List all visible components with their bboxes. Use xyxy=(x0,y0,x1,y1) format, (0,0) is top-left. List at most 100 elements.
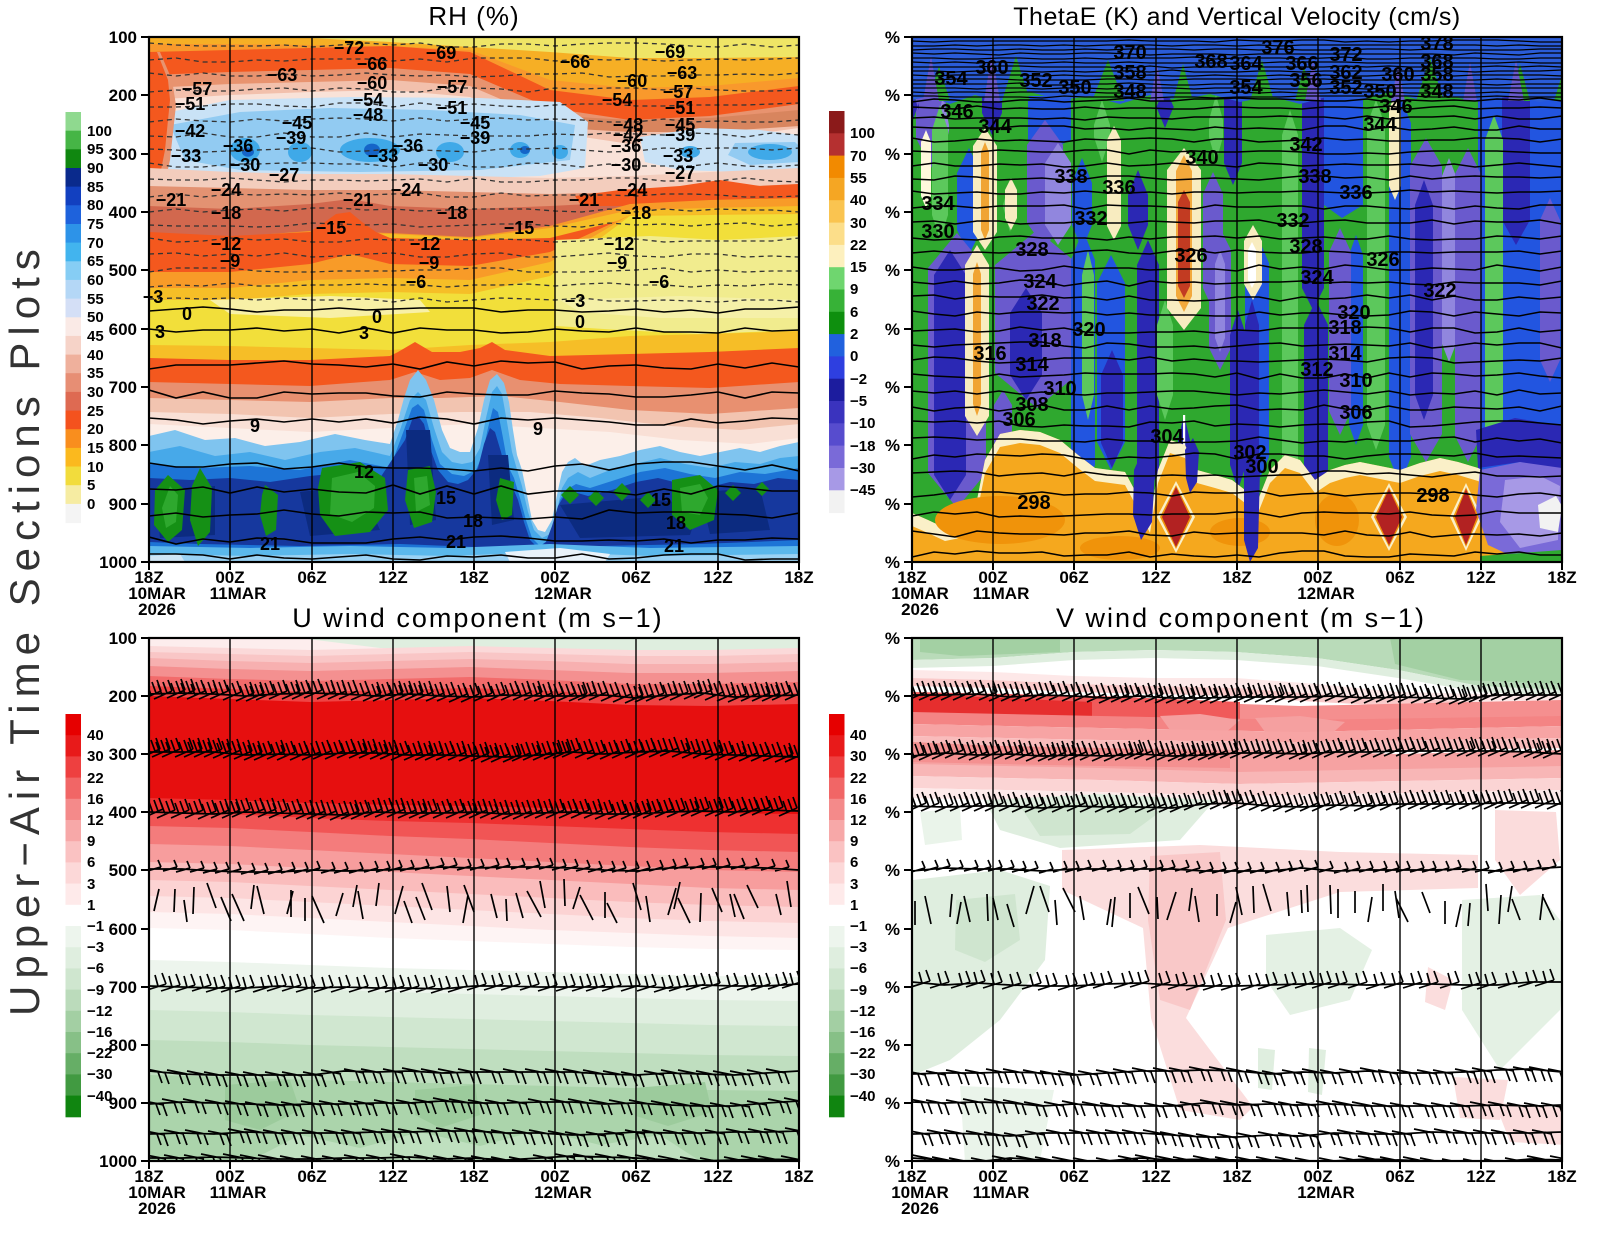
svg-text:356: 356 xyxy=(1289,70,1322,92)
svg-text:352: 352 xyxy=(1329,77,1362,99)
svg-text:−9: −9 xyxy=(87,982,104,999)
svg-text:−36: −36 xyxy=(223,136,254,156)
svg-text:−40: −40 xyxy=(850,1088,875,1105)
svg-text:−21: −21 xyxy=(343,190,374,210)
svg-text:00Z: 00Z xyxy=(1303,568,1332,587)
svg-text:354: 354 xyxy=(934,68,968,90)
svg-text:00Z: 00Z xyxy=(540,1167,569,1186)
svg-text:40: 40 xyxy=(87,727,104,744)
svg-text:%: % xyxy=(885,86,900,105)
svg-text:362: 362 xyxy=(1329,62,1362,84)
svg-text:−69: −69 xyxy=(655,42,686,62)
svg-text:−51: −51 xyxy=(665,98,696,118)
svg-text:40: 40 xyxy=(850,192,867,209)
svg-text:12: 12 xyxy=(354,462,374,482)
svg-text:12: 12 xyxy=(87,812,104,829)
svg-text:332: 332 xyxy=(1276,210,1309,232)
svg-text:348: 348 xyxy=(1420,81,1453,103)
svg-text:314: 314 xyxy=(1328,343,1362,365)
svg-text:18Z: 18Z xyxy=(1222,568,1251,587)
svg-text:1: 1 xyxy=(87,897,95,914)
svg-text:22: 22 xyxy=(850,770,867,787)
svg-text:800: 800 xyxy=(109,436,137,455)
svg-text:18Z: 18Z xyxy=(459,1167,488,1186)
svg-text:342: 342 xyxy=(1289,134,1322,156)
svg-text:RH (%): RH (%) xyxy=(428,1,519,31)
svg-text:11MAR: 11MAR xyxy=(210,1183,267,1202)
svg-text:06Z: 06Z xyxy=(1385,568,1414,587)
svg-text:−3: −3 xyxy=(565,291,586,311)
svg-text:800: 800 xyxy=(109,1036,137,1055)
svg-text:−3: −3 xyxy=(143,287,164,307)
svg-text:12Z: 12Z xyxy=(378,1167,407,1186)
svg-text:00Z: 00Z xyxy=(978,568,1007,587)
svg-text:−18: −18 xyxy=(211,203,242,223)
svg-text:6: 6 xyxy=(87,854,95,871)
svg-text:−45: −45 xyxy=(282,113,313,133)
svg-text:304: 304 xyxy=(1150,426,1184,448)
svg-text:12: 12 xyxy=(850,812,867,829)
svg-text:500: 500 xyxy=(109,261,137,280)
svg-text:9: 9 xyxy=(850,281,858,298)
svg-text:10: 10 xyxy=(87,459,104,476)
svg-text:500: 500 xyxy=(109,861,137,880)
svg-text:18: 18 xyxy=(666,513,686,533)
svg-text:322: 322 xyxy=(1423,280,1456,302)
svg-text:−30: −30 xyxy=(230,155,261,175)
svg-text:−54: −54 xyxy=(353,90,384,110)
svg-text:302: 302 xyxy=(1233,442,1266,464)
svg-text:12MAR: 12MAR xyxy=(534,1183,592,1202)
svg-text:%: % xyxy=(885,261,900,280)
svg-text:−66: −66 xyxy=(357,54,388,74)
svg-text:22: 22 xyxy=(87,770,104,787)
svg-text:−6: −6 xyxy=(649,272,670,292)
svg-text:%: % xyxy=(885,203,900,222)
svg-text:18Z: 18Z xyxy=(897,1167,926,1186)
svg-text:00Z: 00Z xyxy=(1303,1167,1332,1186)
svg-text:376: 376 xyxy=(1261,37,1294,59)
svg-text:06Z: 06Z xyxy=(1059,568,1088,587)
svg-text:−24: −24 xyxy=(391,180,422,200)
svg-text:298: 298 xyxy=(1416,485,1449,507)
svg-text:−12: −12 xyxy=(850,1003,875,1020)
svg-text:360: 360 xyxy=(1381,64,1414,86)
svg-text:2026: 2026 xyxy=(138,600,176,619)
svg-text:%: % xyxy=(885,803,900,822)
svg-text:12Z: 12Z xyxy=(1466,568,1495,587)
svg-text:V wind component (m s−1): V wind component (m s−1) xyxy=(1056,603,1426,633)
svg-text:65: 65 xyxy=(87,253,104,270)
svg-text:50: 50 xyxy=(87,309,104,326)
svg-text:3: 3 xyxy=(155,322,165,342)
svg-text:%: % xyxy=(885,1036,900,1055)
svg-text:354: 354 xyxy=(1229,77,1263,99)
svg-text:00Z: 00Z xyxy=(978,1167,1007,1186)
svg-text:%: % xyxy=(885,436,900,455)
svg-text:−18: −18 xyxy=(437,203,468,223)
svg-text:20: 20 xyxy=(87,421,104,438)
svg-text:12Z: 12Z xyxy=(1141,568,1170,587)
svg-text:−45: −45 xyxy=(460,113,491,133)
svg-text:−9: −9 xyxy=(220,251,241,271)
svg-text:80: 80 xyxy=(87,197,104,214)
svg-text:11MAR: 11MAR xyxy=(210,584,267,603)
svg-text:372: 372 xyxy=(1329,44,1362,66)
svg-text:06Z: 06Z xyxy=(297,568,326,587)
svg-text:11MAR: 11MAR xyxy=(973,584,1030,603)
svg-text:318: 318 xyxy=(1328,317,1361,339)
svg-text:−1: −1 xyxy=(87,918,104,935)
svg-text:11MAR: 11MAR xyxy=(973,1183,1030,1202)
svg-text:12Z: 12Z xyxy=(1466,1167,1495,1186)
svg-text:338: 338 xyxy=(1054,166,1087,188)
svg-text:328: 328 xyxy=(1289,236,1322,258)
svg-text:0: 0 xyxy=(575,312,585,332)
svg-text:−66: −66 xyxy=(560,52,591,72)
svg-text:−6: −6 xyxy=(850,960,867,977)
svg-text:9: 9 xyxy=(87,833,95,850)
svg-text:336: 336 xyxy=(1102,177,1135,199)
svg-text:−15: −15 xyxy=(504,218,535,238)
svg-text:360: 360 xyxy=(975,57,1008,79)
svg-text:−12: −12 xyxy=(604,234,635,254)
svg-text:12Z: 12Z xyxy=(703,568,732,587)
svg-text:21: 21 xyxy=(260,534,280,554)
svg-text:12Z: 12Z xyxy=(378,568,407,587)
